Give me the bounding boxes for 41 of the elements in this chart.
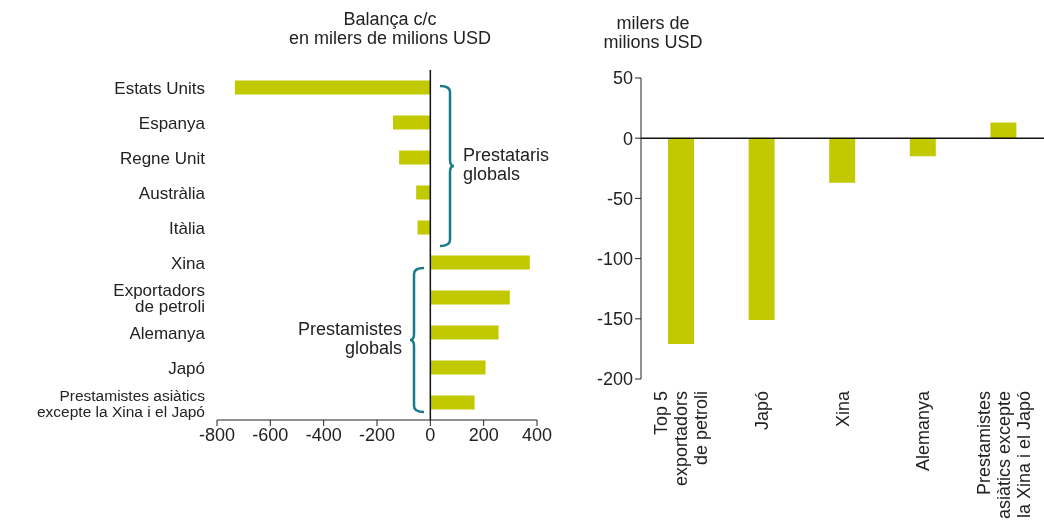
annotation: Prestamistes globals [296,319,402,358]
bar [399,150,431,165]
y-tick-label: Regne Unit [119,148,206,168]
y-tick-label: -150 [596,309,633,330]
y-tick-label: 0 [622,128,633,149]
x-tick-label: 400 [521,424,553,445]
bar [416,185,431,200]
x-tick-label: -400 [305,424,342,445]
y-tick-label: Austràlia [138,183,206,203]
x-tick-label: -200 [358,424,396,445]
y-tick-label: Xina [170,253,206,273]
y-tick-label: Japó [168,358,205,378]
chart-title: Balança c/c en milers de milions USD [287,9,493,48]
bar [430,360,486,375]
bar [430,290,510,305]
y-tick-label: Espanya [138,113,206,133]
x-tick-label: 0 [425,424,436,445]
bar [417,220,431,235]
bar [430,255,530,270]
y-tick-label: Itàlia [169,218,206,238]
y-tick-label: Alemanya [129,323,206,343]
x-tick-label: Japó [751,391,772,431]
x-tick-label: -800 [198,424,236,445]
y-axis-title: milers de milions USD [602,13,704,52]
annotation: Prestataris globals [463,145,550,184]
y-tick-label: -200 [596,369,633,390]
x-tick-label: Alemanya [913,390,934,472]
y-tick-label: -100 [596,248,633,269]
x-tick-label: Xina [832,390,853,428]
x-tick-label: -600 [252,424,289,445]
bar [430,325,499,340]
x-tick-label: Top 5 exportadors de petroli [651,391,712,487]
y-tick-label: Exportadors de petroli [113,280,205,316]
y-tick-label: 50 [612,68,633,89]
bar [393,115,431,130]
y-tick-label: Estats Units [114,78,205,98]
x-tick-label: 200 [468,424,499,445]
x-tick-label: Prestamistes asiàtics excepte la Xina i el Japó [973,391,1034,520]
bar [430,395,475,410]
y-tick-label: -50 [606,188,633,209]
bar [234,80,431,95]
